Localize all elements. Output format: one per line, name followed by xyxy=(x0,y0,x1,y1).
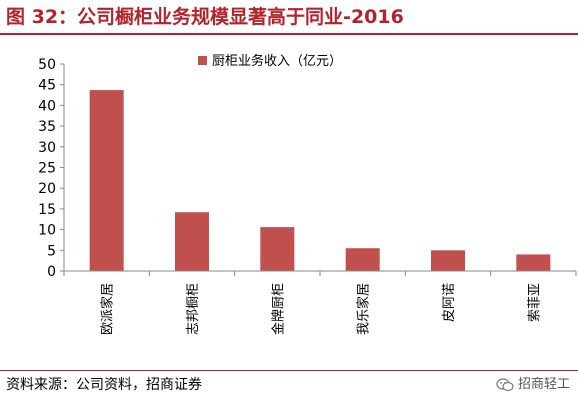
bar-chart: 厨柜业务收入（亿元） 0 5 10 15 20 25 30 35 40 45 50 欧派家居 志邦橱柜… xyxy=(38,53,577,335)
y-tick-label: 30 xyxy=(38,140,56,156)
y-tick-label: 45 xyxy=(38,78,56,94)
source-note: 资料来源：公司资料，招商证券 xyxy=(6,377,202,393)
legend-swatch xyxy=(198,56,207,65)
y-axis: 0 5 10 15 20 25 30 35 40 45 50 xyxy=(38,57,65,280)
title-divider xyxy=(0,33,578,35)
legend-label: 厨柜业务收入（亿元） xyxy=(212,53,342,69)
y-tick-label: 5 xyxy=(47,243,56,259)
y-tick-label: 0 xyxy=(47,264,56,280)
y-tick-label: 40 xyxy=(38,98,56,114)
footer-divider xyxy=(0,370,578,371)
y-tick-label: 20 xyxy=(38,181,56,197)
bar xyxy=(431,250,465,271)
x-tick-label: 金牌厨柜 xyxy=(270,283,286,335)
x-tick-label: 欧派家居 xyxy=(100,283,116,335)
wechat-icon xyxy=(496,378,514,392)
x-tick-label: 我乐家居 xyxy=(356,283,372,335)
bar xyxy=(260,227,295,271)
x-tick-label: 索菲亚 xyxy=(527,283,542,322)
bars xyxy=(89,90,551,271)
watermark-text: 招商轻工 xyxy=(517,377,570,392)
bar xyxy=(345,248,380,271)
legend: 厨柜业务收入（亿元） xyxy=(198,53,342,69)
y-tick-label: 50 xyxy=(38,57,56,73)
bar xyxy=(89,90,124,271)
x-tick-label: 志邦橱柜 xyxy=(186,283,201,335)
watermark: 招商轻工 xyxy=(496,374,570,396)
y-tick-label: 35 xyxy=(38,119,56,135)
x-tick-label: 皮阿诺 xyxy=(442,283,457,322)
bar xyxy=(175,212,209,271)
bar xyxy=(516,254,551,271)
y-tick-label: 25 xyxy=(38,161,56,177)
y-tick-label: 10 xyxy=(38,223,56,239)
y-tick-label: 15 xyxy=(38,202,56,218)
figure-title: 图 32：公司橱柜业务规模显著高于同业-2016 xyxy=(6,6,404,28)
x-axis: 欧派家居 志邦橱柜 金牌厨柜 我乐家居 皮阿诺 索菲亚 xyxy=(63,270,577,335)
